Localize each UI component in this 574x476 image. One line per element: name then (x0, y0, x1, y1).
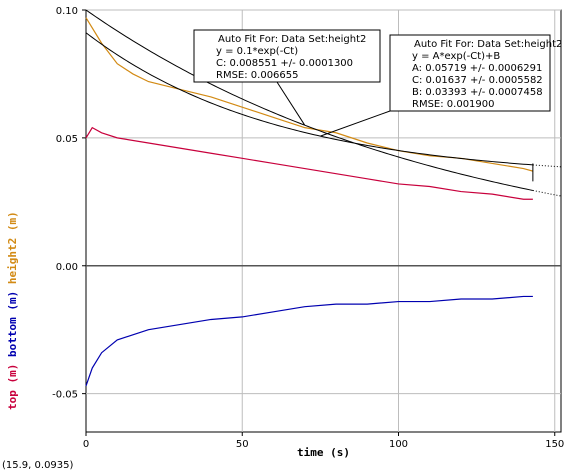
fit-curve-1 (85, 32, 533, 166)
fit-label-line: C: 0.01637 +/- 0.0005582 (412, 75, 543, 86)
series-bottom-line (85, 295, 533, 387)
y-tick-label: 0.00 (56, 262, 78, 273)
x-tick-label: 100 (389, 439, 408, 450)
fit-label-line: A: 0.05719 +/- 0.0006291 (412, 63, 542, 74)
fit-box-0 (193, 29, 381, 83)
y-tick-label: -0.05 (52, 390, 78, 401)
fit-label-line: B: 0.03393 +/- 0.0007458 (412, 87, 543, 98)
fit-box-1 (389, 34, 551, 112)
fit-label-line: RMSE: 0.006655 (216, 70, 299, 81)
fit-label-line: y = 0.1*exp(-Ct) (216, 46, 298, 57)
fit-label-line: Auto Fit For: Data Set:height2 (218, 34, 366, 45)
fit-pointer-1 (320, 110, 391, 137)
coordinate-readout: (15.9, 0.0935) (2, 460, 74, 471)
fit-curve-0 (85, 9, 533, 191)
fit-label-line: Auto Fit For: Data Set:height2 (414, 39, 562, 50)
y-tick-label: 0.10 (56, 6, 78, 17)
fit-pointer-0 (276, 81, 306, 126)
y-axis-label-1: bottom (m) (6, 284, 19, 357)
y-tick-label: 0.05 (56, 134, 78, 145)
x-tick-label: 50 (236, 439, 249, 450)
x-axis-label: time (s) (297, 446, 350, 459)
y-axis-label-0: top (m) (6, 357, 19, 410)
x-tick-label: 0 (83, 439, 89, 450)
fit-label-line: RMSE: 0.001900 (412, 99, 495, 110)
series-top-line (85, 126, 533, 200)
y-axis-label: top (m) bottom (m) height2 (m) (6, 211, 19, 410)
x-tick-label: 150 (545, 439, 564, 450)
fit-label-line: y = A*exp(-Ct)+B (412, 51, 500, 62)
fit-label-line: C: 0.008551 +/- 0.0001300 (216, 58, 353, 69)
y-axis-label-2: height2 (m) (6, 211, 19, 284)
